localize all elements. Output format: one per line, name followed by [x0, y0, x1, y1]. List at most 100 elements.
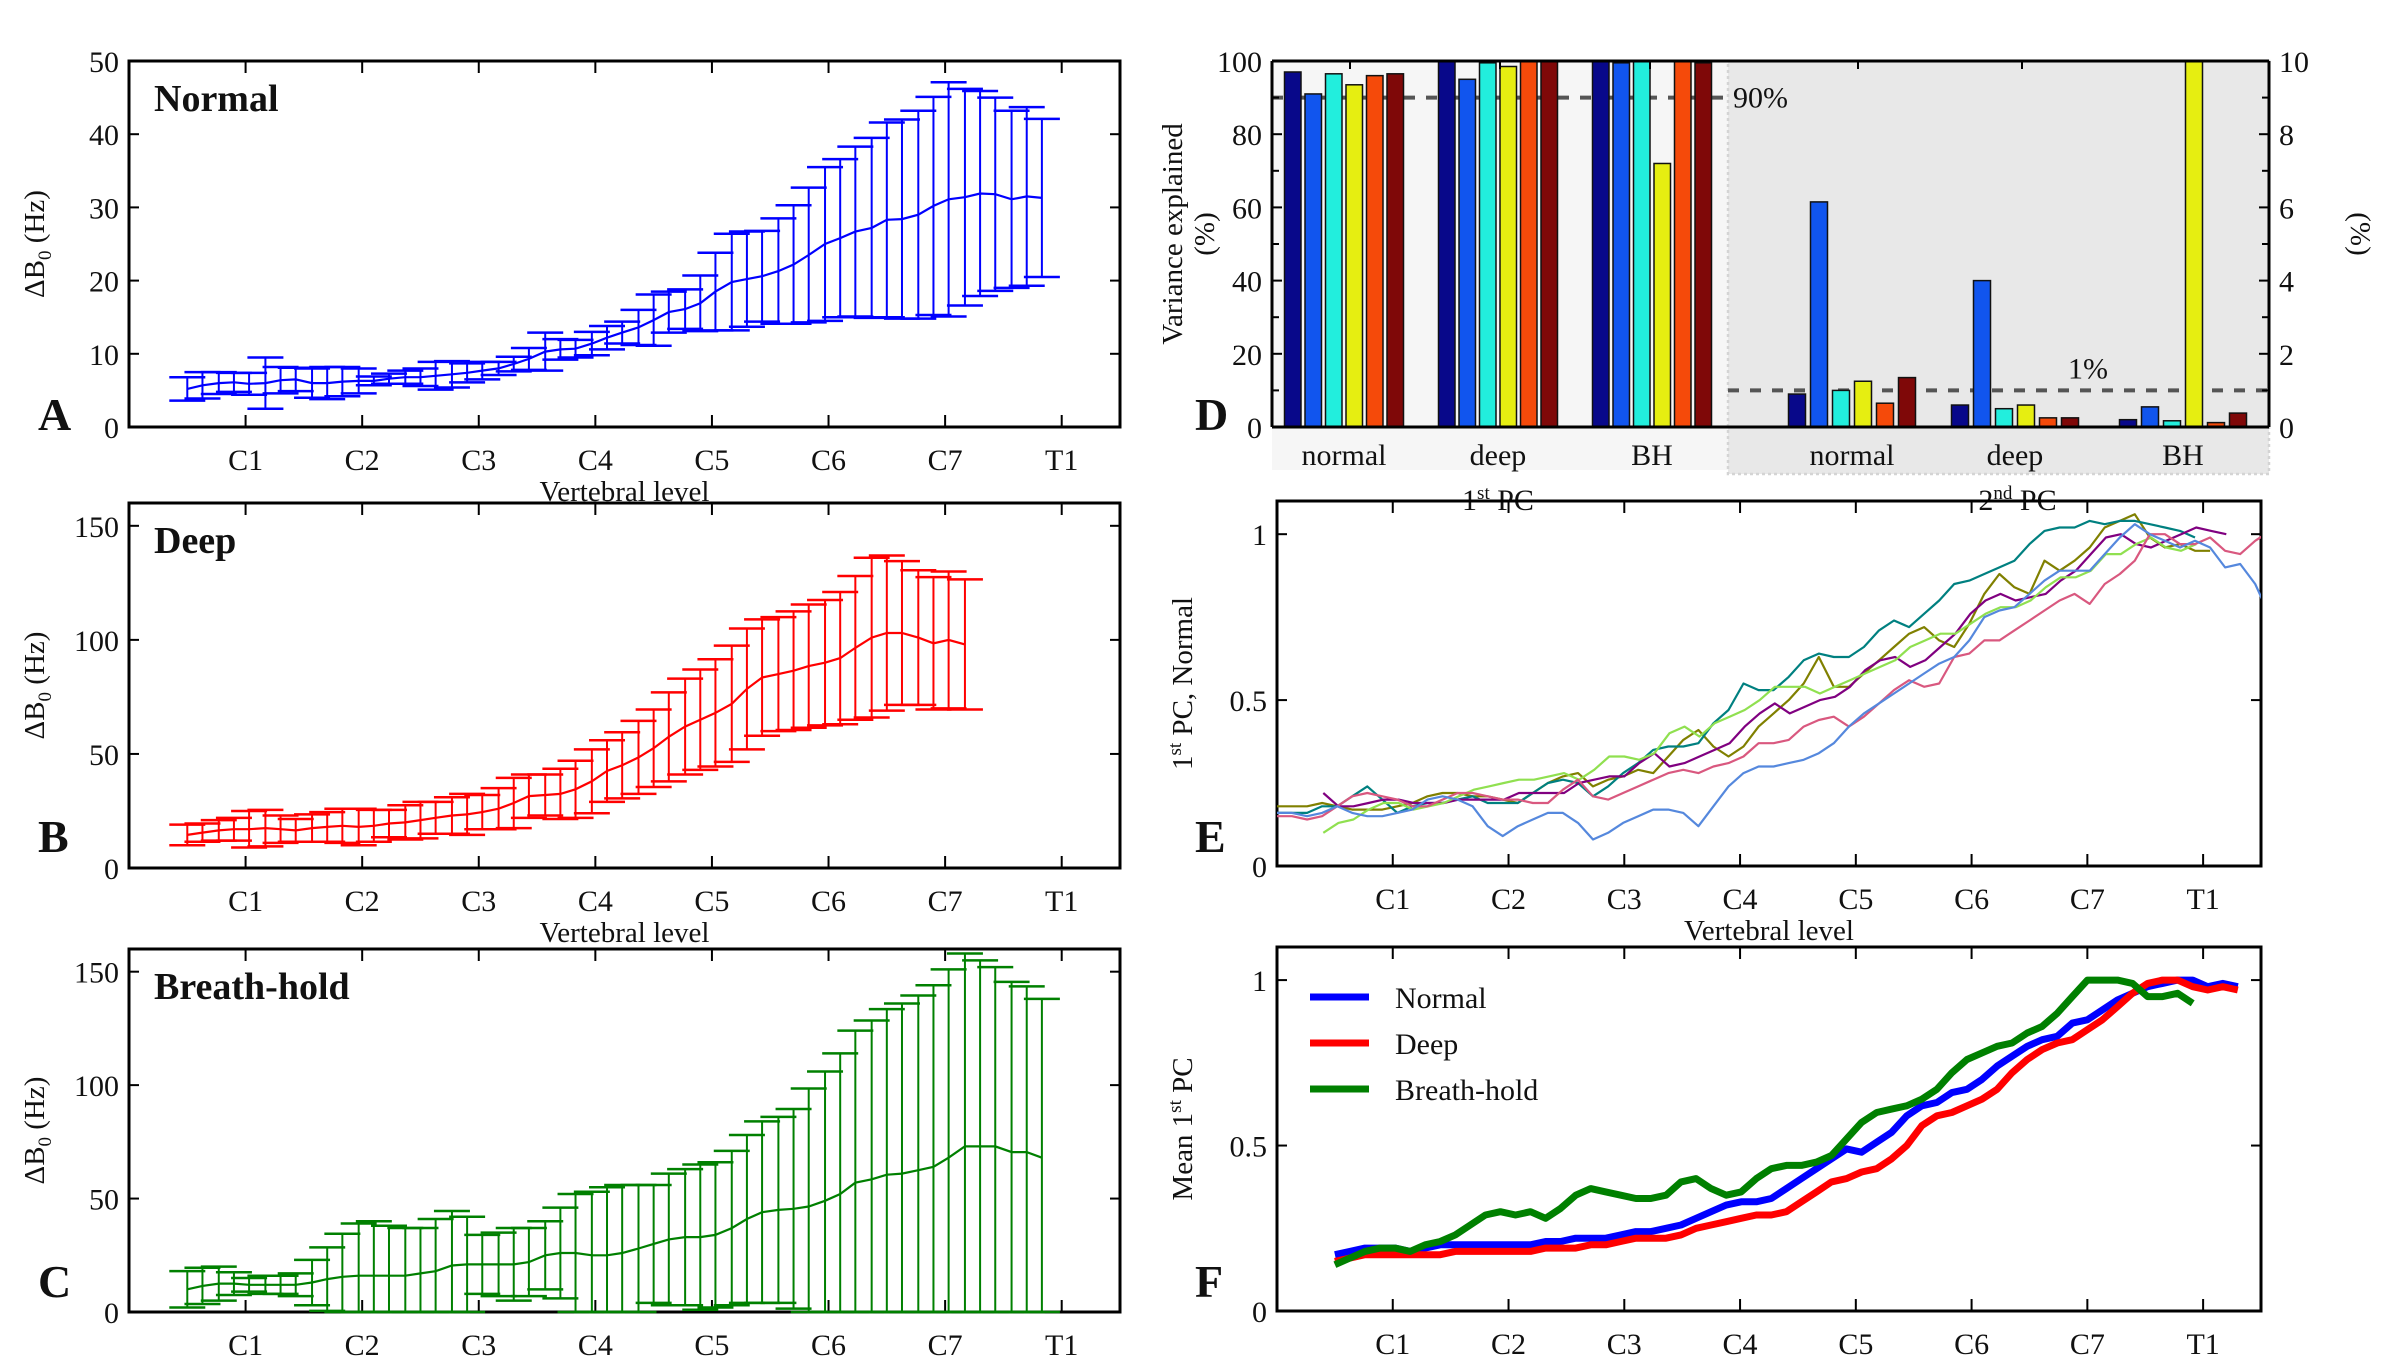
- y-tick-label-right: 4: [2279, 266, 2294, 299]
- bar: [1694, 62, 1713, 428]
- y-tick-label: 100: [74, 625, 119, 658]
- bar: [1897, 376, 1917, 428]
- y-tick-label: 0: [104, 412, 119, 445]
- series-line-subject-2: [1277, 519, 2196, 814]
- y-tick-label: 150: [74, 511, 119, 544]
- x-axis-title: Vertebral level: [540, 917, 710, 949]
- series-line-subject-4: [1322, 536, 2197, 834]
- legend-label: Normal: [1395, 982, 1487, 1015]
- y-tick-label-left: 100: [1217, 46, 1262, 79]
- y-axis-title-right: (%): [2344, 212, 2376, 255]
- bar: [1458, 78, 1477, 428]
- x-tick-label: C7: [2070, 883, 2105, 916]
- x-tick-label: C5: [694, 885, 729, 918]
- y-tick-label-right: 10: [2279, 46, 2309, 79]
- series-line-subject-5: [1277, 533, 2261, 821]
- bar: [1437, 60, 1456, 428]
- x-tick-label: C1: [228, 885, 263, 918]
- bar: [1809, 201, 1829, 428]
- panel-letter-e: E: [1195, 811, 1226, 862]
- y-tick-label-left: 20: [1232, 339, 1262, 372]
- y-tick-label: 20: [89, 266, 119, 299]
- bar: [1324, 73, 1343, 428]
- series-line-subject-1: [1277, 513, 2211, 811]
- x-tick-label: T1: [1045, 1329, 1078, 1358]
- y-tick-label-right: 2: [2279, 339, 2294, 372]
- bar: [1653, 162, 1672, 428]
- x-tick-label: C7: [2070, 1328, 2105, 1358]
- y-tick-label: 0: [104, 1297, 119, 1330]
- x-tick-label: C3: [461, 1329, 496, 1358]
- x-tick-label: C6: [1954, 1328, 1989, 1358]
- panel-title: Breath-hold: [154, 966, 350, 1008]
- y-tick-label: 1: [1252, 519, 1267, 552]
- panel-letter-a: A: [38, 389, 71, 440]
- y-tick-label: 40: [89, 119, 119, 152]
- bar: [1994, 407, 2014, 428]
- category-label: deep: [1470, 439, 1527, 472]
- x-tick-label: C3: [1607, 1328, 1642, 1358]
- bar: [1787, 393, 1807, 428]
- category-label: BH: [1631, 439, 1673, 472]
- x-tick-label: C4: [1723, 883, 1758, 916]
- y-tick-label-right: 8: [2279, 119, 2294, 152]
- y-axis-title-left: Variance explained: [1157, 123, 1189, 345]
- panel-title: Normal: [154, 78, 279, 120]
- plot-frame: [127, 59, 1122, 429]
- x-tick-label: C1: [228, 444, 263, 477]
- bar: [1304, 93, 1323, 428]
- panel-letter-d: D: [1195, 389, 1228, 440]
- bar: [1831, 389, 1851, 428]
- bar: [1519, 60, 1538, 428]
- panel-letter-c: C: [38, 1256, 71, 1307]
- bar: [1591, 60, 1610, 428]
- x-tick-label: C2: [1491, 883, 1526, 916]
- x-tick-label: T1: [2186, 1328, 2219, 1358]
- x-tick-label: C1: [228, 1329, 263, 1358]
- plot-frame: [127, 501, 1122, 870]
- bar: [1950, 404, 1970, 428]
- x-tick-label: T1: [1045, 885, 1078, 918]
- y-tick-label: 1: [1252, 965, 1267, 998]
- panel-e-first-pc-normal-chart: C1 C2 C3 C4 C5 C6 C7 T1 0 0.5 1 Vertebral level 1st …: [1165, 499, 2263, 947]
- x-tick-label: C2: [345, 444, 380, 477]
- category-label: deep: [1987, 439, 2044, 472]
- y-tick-label-right: 6: [2279, 192, 2294, 225]
- y-tick-label: 50: [89, 739, 119, 772]
- panel-title: Deep: [154, 520, 236, 562]
- bar: [2184, 60, 2204, 428]
- threshold-label-90: 90%: [1733, 82, 1788, 115]
- series-line-normal: [1334, 976, 2239, 1259]
- y-tick-label-right: 0: [2279, 412, 2294, 445]
- panel-letter-f: F: [1195, 1256, 1223, 1307]
- x-tick-label: C4: [1723, 1328, 1758, 1358]
- x-tick-label: C7: [928, 1329, 963, 1358]
- y-tick-label: 0.5: [1230, 1131, 1268, 1164]
- bar: [1283, 71, 1302, 428]
- mean-line: [187, 192, 1043, 390]
- bar: [1632, 60, 1651, 428]
- category-label: normal: [1302, 439, 1387, 472]
- y-tick-label: 50: [89, 46, 119, 79]
- x-tick-label: C5: [694, 1329, 729, 1358]
- x-tick-label: C1: [1375, 1328, 1410, 1358]
- panel-letter-b: B: [38, 811, 69, 862]
- y-tick-label: 150: [74, 957, 119, 990]
- legend-label: Breath-hold: [1395, 1074, 1538, 1107]
- bar: [2228, 412, 2248, 428]
- x-tick-label: C2: [1491, 1328, 1526, 1358]
- x-tick-label: C6: [1954, 883, 1989, 916]
- x-tick-label: C1: [1375, 883, 1410, 916]
- bar: [1875, 402, 1895, 428]
- mean-line: [187, 631, 966, 836]
- bar: [1478, 62, 1497, 428]
- bar: [1540, 60, 1559, 428]
- x-axis-title: Vertebral level: [1684, 915, 1854, 947]
- x-tick-label: C4: [578, 444, 613, 477]
- bar: [1365, 74, 1384, 428]
- y-axis-title: 1st PC, Normal: [1165, 597, 1199, 770]
